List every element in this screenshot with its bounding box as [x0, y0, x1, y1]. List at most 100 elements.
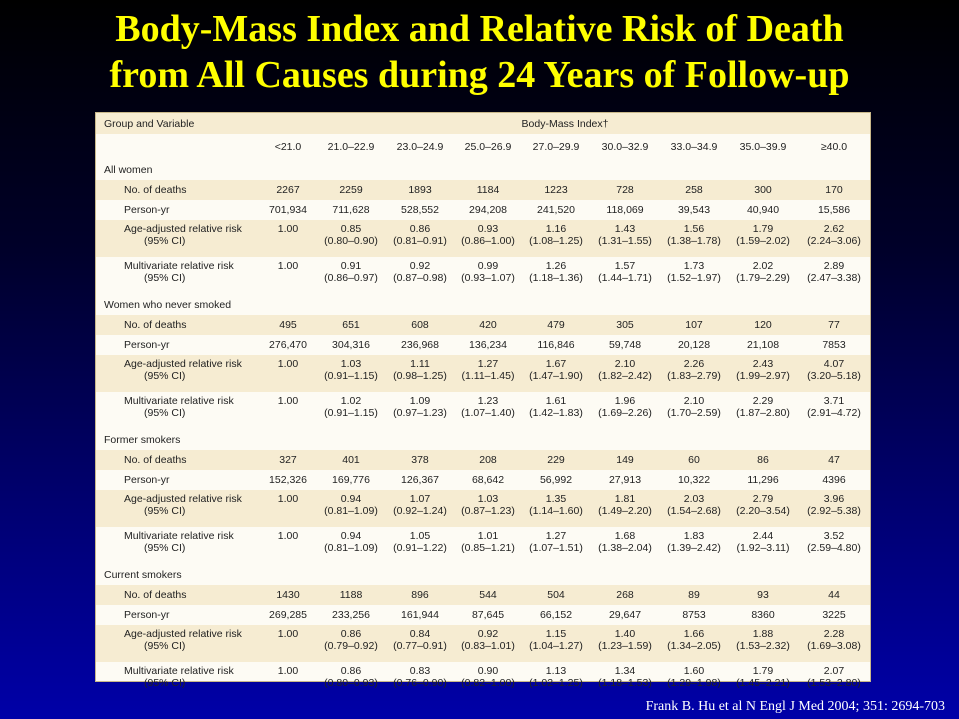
row-label-sub: (95% CI) — [144, 640, 186, 652]
cell-value: 1.16 — [545, 223, 567, 235]
row-label: No. of deaths — [96, 180, 260, 200]
cell-ci: (1.39–2.42) — [667, 542, 721, 554]
cell-ci: (1.53–2.32) — [736, 640, 790, 652]
table-row: Multivariate relative risk (95% CI) 1.00 0.… — [96, 257, 870, 294]
cell-value: 268 — [616, 589, 634, 601]
cell-value: 2.28 — [823, 628, 845, 640]
table-cell: 2.62 (2.24–3.06) — [798, 220, 870, 257]
table-cell: 1.34 (1.18–1.53) — [590, 662, 660, 699]
cell-value: 1.83 — [683, 530, 705, 542]
cell-value: 1.05 — [409, 530, 431, 542]
column-header-blank — [96, 134, 260, 159]
table-cell: 1.00 — [260, 527, 316, 564]
row-label-text: Person-yr — [124, 474, 170, 486]
cell-value: 0.99 — [477, 260, 499, 272]
row-label: Age-adjusted relative risk (95% CI) — [96, 355, 260, 392]
table-cell: 3225 — [798, 605, 870, 625]
cell-value: 0.92 — [477, 628, 499, 640]
cell-ci: (0.97–1.23) — [393, 407, 447, 419]
row-label-text: No. of deaths — [124, 319, 187, 331]
table-cell: 66,152 — [522, 605, 590, 625]
cell-ci: (1.87–2.80) — [736, 407, 790, 419]
cell-value: 126,367 — [401, 474, 439, 486]
row-label-text: No. of deaths — [124, 589, 187, 601]
cell-value: 7853 — [822, 339, 846, 351]
table-cell: 169,776 — [316, 470, 386, 490]
cell-ci: (1.52–1.97) — [667, 272, 721, 284]
cell-value: 169,776 — [332, 474, 370, 486]
table-cell: 0.86 (0.79–0.92) — [316, 625, 386, 662]
cell-value: 2.89 — [823, 260, 845, 272]
table-cell: 2.28 (1.69–3.08) — [798, 625, 870, 662]
table-cell: 0.85 (0.80–0.90) — [316, 220, 386, 257]
row-label-text: Multivariate relative risk — [124, 665, 234, 677]
table-cell: 0.86 (0.80–0.93) — [316, 662, 386, 699]
cell-value: 136,234 — [469, 339, 507, 351]
cell-ci: (2.47–3.38) — [807, 272, 861, 284]
table-row: Person-yr 152,326 169,776 126,367 68,642 56,9… — [96, 470, 870, 490]
cell-ci: (1.02–1.25) — [529, 677, 583, 689]
cell-value: 44 — [828, 589, 840, 601]
table-cell: 0.92 (0.87–0.98) — [386, 257, 454, 294]
table-cell: 39,543 — [660, 200, 728, 220]
cell-ci: (0.92–1.24) — [393, 505, 447, 517]
column-header: 21.0–22.9 — [327, 140, 375, 153]
group-label: Women who never smoked — [104, 298, 232, 311]
header-bmi: Body-Mass Index† — [260, 113, 870, 134]
cell-value: 1.27 — [477, 358, 499, 370]
table-cell: 1.00 — [260, 355, 316, 392]
cell-value: 2.29 — [752, 395, 774, 407]
cell-value: 651 — [342, 319, 360, 331]
cell-ci: (1.23–1.59) — [598, 640, 652, 652]
row-label: No. of deaths — [96, 315, 260, 335]
cell-value: 728 — [616, 184, 634, 196]
table-cell: 7853 — [798, 335, 870, 355]
cell-ci: (0.86–0.97) — [324, 272, 378, 284]
cell-value: 1.60 — [683, 665, 705, 677]
table-cell: 93 — [728, 585, 798, 605]
row-label: Multivariate relative risk (95% CI) — [96, 392, 260, 429]
table-cell: 608 — [386, 315, 454, 335]
row-label-sub: (95% CI) — [144, 677, 186, 689]
table-row: Person-yr 701,934 711,628 528,552 294,208 241… — [96, 200, 870, 220]
cell-value: 327 — [279, 454, 297, 466]
table-cell: 1.27 (1.11–1.45) — [454, 355, 522, 392]
table-cell: 2.10 (1.70–2.59) — [660, 392, 728, 429]
table-cell: 44 — [798, 585, 870, 605]
cell-value: 241,520 — [537, 204, 575, 216]
cell-ci: (1.14–1.60) — [529, 505, 583, 517]
table-cell: 258 — [660, 180, 728, 200]
table-row: Multivariate relative risk (95% CI) 1.00 1.… — [96, 392, 870, 429]
cell-value: 2.02 — [752, 260, 774, 272]
cell-value: 4396 — [822, 474, 846, 486]
cell-ci: (1.08–1.25) — [529, 235, 583, 247]
table-cell: 1.00 — [260, 625, 316, 662]
cell-value: 3.71 — [823, 395, 845, 407]
row-label: Multivariate relative risk (95% CI) — [96, 257, 260, 294]
cell-value: 258 — [685, 184, 703, 196]
cell-value: 0.90 — [477, 665, 499, 677]
table-cell: 1188 — [316, 585, 386, 605]
cell-value: 87,645 — [471, 609, 505, 621]
table-cell: 1.79 (1.45–2.21) — [728, 662, 798, 699]
table-cell: 2.29 (1.87–2.80) — [728, 392, 798, 429]
table-cell: 0.86 (0.81–0.91) — [386, 220, 454, 257]
table-row: No. of deaths 495 651 608 420 479 305 107 120 77 — [96, 315, 870, 335]
table-cell: 479 — [522, 315, 590, 335]
table-cell: 0.83 (0.76–0.90) — [386, 662, 454, 699]
cell-value: 8360 — [751, 609, 775, 621]
cell-value: 66,152 — [539, 609, 573, 621]
cell-value: 1.00 — [277, 665, 299, 677]
cell-value: 1.34 — [614, 665, 636, 677]
cell-value: 21,108 — [746, 339, 780, 351]
table-cell: 236,968 — [386, 335, 454, 355]
row-label-sub: (95% CI) — [144, 407, 186, 419]
row-label-text: Multivariate relative risk — [124, 395, 234, 407]
table-cell: 728 — [590, 180, 660, 200]
cell-ci: (0.81–0.91) — [393, 235, 447, 247]
table-cell: 161,944 — [386, 605, 454, 625]
table-cell: 208 — [454, 450, 522, 470]
table-cell: 1.03 (0.87–1.23) — [454, 490, 522, 527]
cell-ci: (1.53–2.80) — [807, 677, 861, 689]
cell-value: 1.00 — [277, 395, 299, 407]
